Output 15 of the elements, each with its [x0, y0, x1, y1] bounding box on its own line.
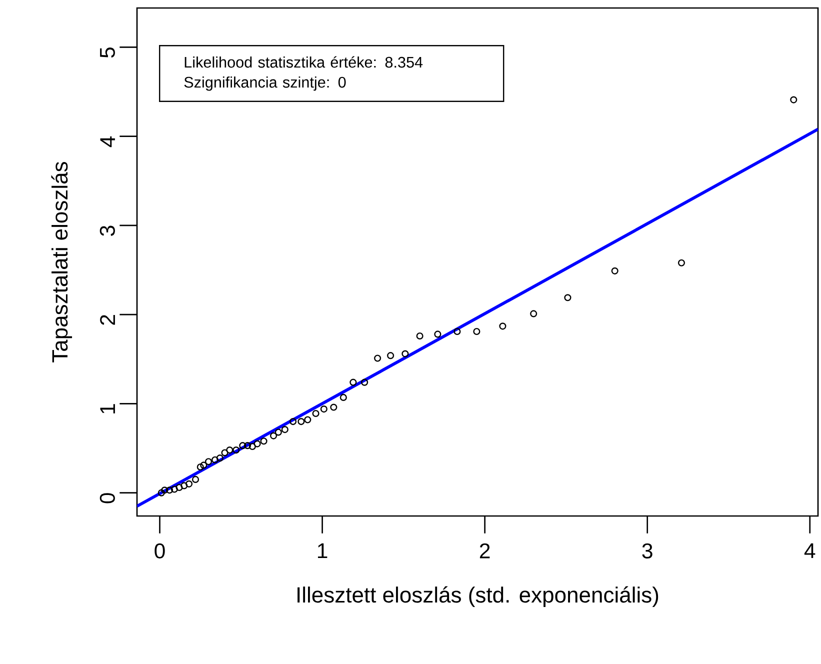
annotation: Likelihood statisztika értéke: 8.354 — [184, 56, 423, 68]
y-tick-label: 4 — [100, 136, 115, 148]
y-tick-label: 3 — [100, 226, 115, 236]
x-axis-title: Illesztett eloszlás (std. exponenciális) — [298, 586, 658, 608]
y-tick-label: 5 — [100, 48, 115, 58]
y-tick-label: 1 — [100, 404, 115, 414]
annotation: Szignifikancia szintje: 0 — [184, 76, 346, 91]
x-tick-label: 2 — [480, 543, 490, 558]
y-axis-title: Tapasztalati eloszlás — [51, 162, 72, 362]
x-tick-label: 3 — [642, 543, 652, 558]
y-tick-label: 2 — [100, 315, 115, 325]
x-tick-label: 0 — [154, 543, 165, 558]
y-tick-label: 0 — [100, 493, 115, 504]
x-tick-label: 1 — [318, 543, 328, 558]
x-tick-label: 4 — [804, 543, 816, 558]
